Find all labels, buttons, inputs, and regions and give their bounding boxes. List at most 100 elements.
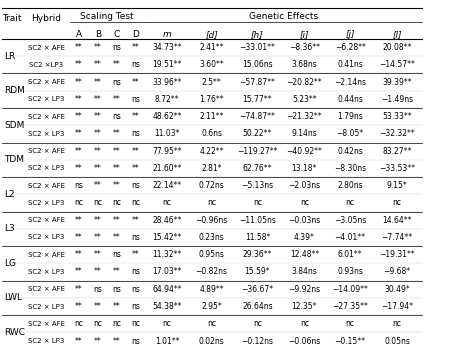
Text: ns: ns (131, 233, 140, 242)
Text: 26.64ns: 26.64ns (242, 302, 273, 311)
Text: **: ** (75, 285, 83, 294)
Text: ns: ns (131, 336, 140, 345)
Text: ns: ns (131, 181, 140, 190)
Text: 83.27**: 83.27** (382, 147, 412, 156)
Text: −40.92**: −40.92** (286, 147, 322, 156)
Text: 50.22**: 50.22** (243, 129, 272, 138)
Text: **: ** (94, 233, 102, 242)
Text: 15.42**: 15.42** (152, 233, 182, 242)
Text: 12.48**: 12.48** (290, 250, 319, 259)
Text: [j]: [j] (345, 30, 355, 39)
Text: **: ** (75, 43, 83, 52)
Text: nc: nc (131, 319, 140, 328)
Text: SC2 × AFE: SC2 × AFE (28, 252, 65, 258)
Text: ns: ns (112, 43, 121, 52)
Text: −20.82**: −20.82** (286, 78, 322, 87)
Text: −36.67*: −36.67* (241, 285, 274, 294)
Text: −0.03ns: −0.03ns (288, 216, 320, 225)
Text: SC2 × AFE: SC2 × AFE (28, 286, 65, 292)
Text: **: ** (75, 147, 83, 156)
Text: 0.95ns: 0.95ns (199, 250, 225, 259)
Text: **: ** (94, 78, 102, 87)
Text: **: ** (75, 302, 83, 311)
Text: nc: nc (93, 198, 102, 207)
Text: SC2 × LP3: SC2 × LP3 (28, 269, 65, 275)
Text: 39.39**: 39.39** (382, 78, 412, 87)
Text: 64.94**: 64.94** (152, 285, 182, 294)
Text: nc: nc (74, 319, 83, 328)
Text: **: ** (75, 233, 83, 242)
Text: **: ** (131, 147, 139, 156)
Text: [d]: [d] (205, 30, 218, 39)
Text: ns: ns (131, 129, 140, 138)
Text: **: ** (94, 43, 102, 52)
Text: ns: ns (112, 78, 121, 87)
Text: −19.31**: −19.31** (379, 250, 415, 259)
Text: RDM: RDM (4, 86, 25, 95)
Text: Trait: Trait (2, 13, 22, 22)
Text: 34.73**: 34.73** (152, 43, 182, 52)
Text: 17.03**: 17.03** (152, 267, 182, 276)
Text: SC2 × LP3: SC2 × LP3 (28, 200, 65, 206)
Text: nc: nc (346, 198, 355, 207)
Text: −2.03ns: −2.03ns (288, 181, 320, 190)
Text: 62.76**: 62.76** (243, 164, 272, 173)
Text: ns: ns (93, 285, 102, 294)
Text: 3.60**: 3.60** (199, 60, 224, 69)
Text: 28.46**: 28.46** (152, 216, 182, 225)
Text: −14.57**: −14.57** (379, 60, 415, 69)
Text: SC2 × AFE: SC2 × AFE (28, 114, 65, 120)
Text: **: ** (75, 336, 83, 345)
Text: **: ** (131, 112, 139, 121)
Text: 15.77**: 15.77** (243, 95, 272, 104)
Text: −0.96ns: −0.96ns (195, 216, 228, 225)
Text: L3: L3 (4, 224, 15, 233)
Text: **: ** (94, 250, 102, 259)
Text: nc: nc (162, 319, 171, 328)
Text: −119.27**: −119.27** (237, 147, 277, 156)
Text: [i]: [i] (300, 30, 309, 39)
Text: ns: ns (131, 267, 140, 276)
Text: **: ** (131, 216, 139, 225)
Text: −33.01**: −33.01** (239, 43, 276, 52)
Text: 11.32**: 11.32** (153, 250, 182, 259)
Text: L2: L2 (4, 190, 15, 199)
Text: −8.36**: −8.36** (289, 43, 320, 52)
Text: 1.01**: 1.01** (155, 336, 179, 345)
Text: 15.59*: 15.59* (244, 267, 270, 276)
Text: nc: nc (112, 319, 121, 328)
Text: **: ** (131, 43, 139, 52)
Text: 0.41ns: 0.41ns (337, 60, 363, 69)
Text: 4.22**: 4.22** (199, 147, 224, 156)
Text: nc: nc (253, 198, 262, 207)
Text: Hybrid: Hybrid (31, 13, 61, 22)
Text: **: ** (75, 129, 83, 138)
Text: 0.05ns: 0.05ns (384, 336, 410, 345)
Text: ns: ns (112, 285, 121, 294)
Text: RWC: RWC (4, 328, 25, 337)
Text: 2.5**: 2.5** (202, 78, 221, 87)
Text: 0.02ns: 0.02ns (199, 336, 225, 345)
Text: A: A (76, 30, 82, 39)
Text: B: B (95, 30, 101, 39)
Text: −11.05ns: −11.05ns (239, 216, 276, 225)
Text: **: ** (113, 60, 121, 69)
Text: −4.01**: −4.01** (334, 233, 365, 242)
Text: [h]: [h] (251, 30, 264, 39)
Text: nc: nc (300, 319, 309, 328)
Text: 19.51**: 19.51** (152, 60, 182, 69)
Text: −1.49ns: −1.49ns (381, 95, 413, 104)
Text: **: ** (94, 216, 102, 225)
Text: 4.39*: 4.39* (294, 233, 315, 242)
Text: −0.12ns: −0.12ns (242, 336, 273, 345)
Text: **: ** (94, 112, 102, 121)
Text: **: ** (113, 164, 121, 173)
Text: 13.18*: 13.18* (292, 164, 317, 173)
Text: −14.09**: −14.09** (332, 285, 368, 294)
Text: 11.58*: 11.58* (245, 233, 270, 242)
Text: 54.38**: 54.38** (152, 302, 182, 311)
Text: SC2 × AFE: SC2 × AFE (28, 183, 65, 189)
Text: 15.06ns: 15.06ns (242, 60, 273, 69)
Text: ns: ns (112, 250, 121, 259)
Text: 9.14ns: 9.14ns (292, 129, 317, 138)
